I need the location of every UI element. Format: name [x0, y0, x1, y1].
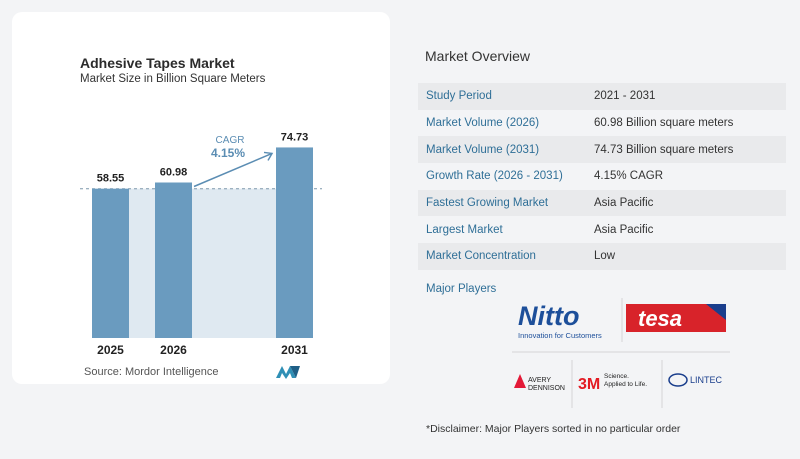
3m-tagline-1: Science. — [604, 373, 629, 380]
row-value: Asia Pacific — [594, 223, 654, 236]
row-value: 74.73 Billion square meters — [594, 143, 734, 156]
bar-2031 — [276, 147, 313, 338]
tesa-logo-icon: tesa — [626, 304, 726, 332]
value-label-2025: 58.55 — [97, 173, 125, 185]
bar-2025 — [92, 188, 129, 338]
lintec-wordmark: LINTEC — [690, 375, 723, 385]
row-label: Growth Rate (2026 - 2031) — [426, 170, 563, 183]
overview-title: Market Overview — [425, 48, 531, 64]
overview-row: Study Period 2021 - 2031 — [418, 83, 786, 110]
avery-dennison-logo-icon: AVERY DENNISON — [514, 374, 565, 392]
row-value: Asia Pacific — [594, 197, 654, 210]
row-label: Market Volume (2026) — [426, 117, 540, 130]
major-players-label: Major Players — [426, 283, 497, 295]
cagr-value: 4.15% — [211, 146, 245, 160]
row-label: Largest Market — [426, 223, 503, 236]
mordor-logo-icon — [276, 366, 300, 379]
row-label: Market Volume (2031) — [426, 143, 540, 156]
row-label: Market Concentration — [426, 250, 536, 263]
chart-subtitle: Market Size in Billion Square Meters — [80, 73, 266, 85]
3m-logo-icon: 3M Science. Applied to Life. — [578, 373, 647, 393]
nitto-wordmark: Nitto — [518, 301, 579, 331]
avery-line1: AVERY — [528, 377, 551, 384]
row-value: Low — [594, 250, 616, 263]
avery-line2: DENNISON — [528, 385, 565, 392]
tesa-wordmark: tesa — [638, 306, 682, 331]
value-label-2031: 74.73 — [281, 131, 309, 143]
row-label: Fastest Growing Market — [426, 197, 549, 210]
overview-table: Study Period 2021 - 2031 Market Volume (… — [418, 83, 786, 270]
overview-row: Market Volume (2031) 74.73 Billion squar… — [418, 136, 786, 164]
3m-tagline-2: Applied to Life. — [604, 381, 647, 388]
nitto-logo-icon: Nitto Innovation for Customers — [518, 301, 602, 340]
major-players-logos: Nitto Innovation for Customers tesa AVER… — [512, 298, 730, 408]
row-value: 4.15% CAGR — [594, 170, 664, 183]
lintec-logo-icon: LINTEC — [668, 373, 723, 387]
cagr-arrow-icon — [193, 151, 274, 188]
overview-row: Growth Rate (2026 - 2031) 4.15% CAGR — [418, 163, 786, 190]
overview-row: Largest Market Asia Pacific — [418, 216, 786, 243]
row-value: 2021 - 2031 — [594, 90, 656, 103]
cagr-label: CAGR — [216, 135, 245, 146]
value-label-2026: 60.98 — [160, 167, 188, 179]
bar-2026 — [155, 182, 192, 338]
overview-row: Fastest Growing Market Asia Pacific — [418, 189, 786, 217]
source-text: Source: Mordor Intelligence — [84, 366, 219, 378]
row-label: Study Period — [426, 90, 492, 103]
chart-title: Adhesive Tapes Market — [80, 55, 235, 71]
nitto-tagline: Innovation for Customers — [518, 331, 602, 340]
category-label-2031: 2031 — [281, 343, 308, 357]
overview-row: Market Concentration Low — [418, 243, 786, 270]
category-label-2025: 2025 — [97, 343, 124, 357]
disclaimer-text: *Disclaimer: Major Players sorted in no … — [426, 423, 681, 435]
category-label-2026: 2026 — [160, 343, 187, 357]
row-value: 60.98 Billion square meters — [594, 117, 734, 130]
overview-row: Market Volume (2026) 60.98 Billion squar… — [418, 110, 786, 137]
3m-wordmark: 3M — [578, 376, 600, 393]
bar-chart: 58.55 2025 60.98 2026 74.73 2031 CAGR 4.15% — [80, 131, 322, 357]
